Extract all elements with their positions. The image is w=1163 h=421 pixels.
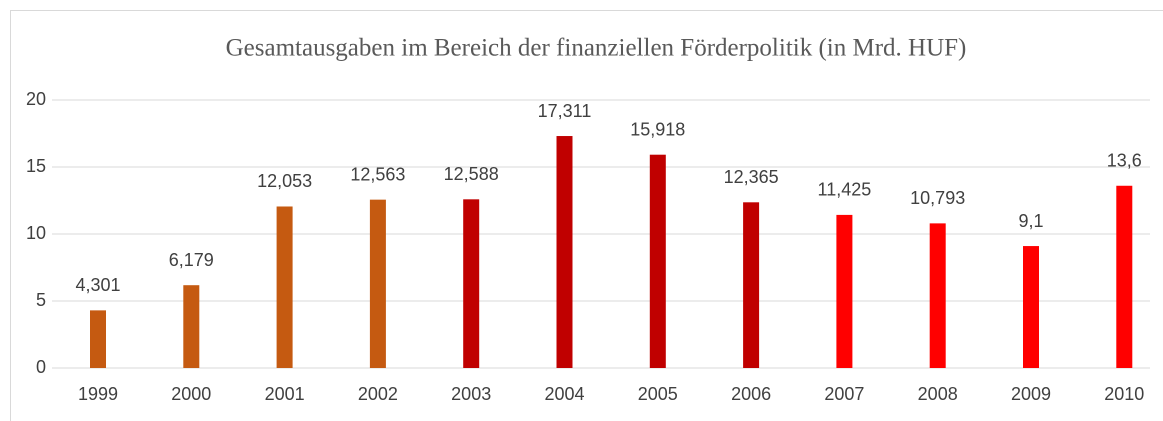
value-label: 11,425	[818, 180, 872, 200]
value-label: 4,301	[75, 275, 120, 295]
bar	[90, 310, 106, 368]
x-tick-label: 2004	[544, 384, 584, 404]
value-label: 13,6	[1107, 151, 1142, 171]
bar	[463, 199, 480, 368]
x-tick-label: 2003	[451, 384, 491, 404]
bar	[743, 202, 760, 368]
y-tick-label: 10	[26, 223, 46, 243]
y-tick-label: 20	[26, 89, 46, 109]
value-label: 12,053	[257, 171, 312, 191]
bar	[929, 223, 946, 368]
value-label: 12,365	[724, 167, 779, 187]
chart-border	[10, 10, 1163, 421]
bar	[556, 136, 573, 368]
chart-title: Gesamtausgaben im Bereich der finanziell…	[226, 35, 967, 62]
x-tick-label: 2010	[1104, 384, 1144, 404]
y-tick-label: 15	[26, 156, 46, 176]
value-label: 17,311	[538, 101, 592, 121]
y-tick-label: 0	[36, 357, 46, 377]
x-tick-label: 2008	[918, 384, 958, 404]
bar	[836, 214, 853, 368]
bar	[276, 206, 293, 368]
y-tick-label: 5	[36, 290, 46, 310]
x-tick-label: 2000	[171, 384, 211, 404]
bar	[183, 285, 200, 368]
value-label: 10,793	[910, 188, 965, 208]
value-label: 15,918	[630, 119, 685, 139]
x-tick-label: 2002	[358, 384, 398, 404]
x-tick-label: 1999	[78, 384, 118, 404]
bar	[369, 199, 386, 368]
x-tick-label: 2005	[638, 384, 678, 404]
x-tick-label: 2007	[824, 384, 864, 404]
bar	[649, 154, 666, 368]
x-tick-label: 2009	[1011, 384, 1051, 404]
x-tick-label: 2001	[265, 384, 305, 404]
bar	[1116, 185, 1133, 368]
x-tick-label: 2006	[731, 384, 771, 404]
bar	[1023, 246, 1039, 368]
value-label: 12,563	[350, 164, 405, 184]
value-label: 12,588	[444, 164, 499, 184]
value-label: 9,1	[1018, 211, 1043, 231]
value-label: 6,179	[169, 250, 214, 270]
